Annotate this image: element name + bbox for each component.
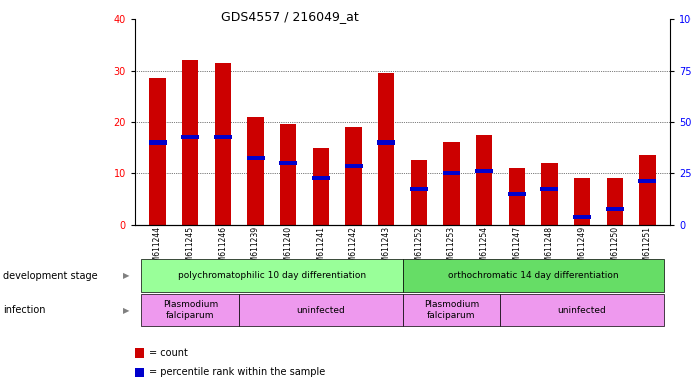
Text: = percentile rank within the sample: = percentile rank within the sample (149, 367, 325, 377)
Bar (279, 161, 297, 165)
Text: uninfected: uninfected (558, 306, 607, 314)
Text: uninfected: uninfected (296, 306, 346, 314)
Bar (476, 135, 492, 225)
Bar (639, 155, 656, 225)
Bar (509, 168, 525, 225)
Text: Plasmodium
falciparum: Plasmodium falciparum (424, 300, 479, 320)
Bar (574, 179, 590, 225)
Bar (345, 164, 363, 168)
Text: = count: = count (149, 348, 188, 358)
Bar (313, 147, 329, 225)
Bar (475, 169, 493, 173)
Bar (410, 187, 428, 191)
Bar (638, 179, 656, 183)
Text: orthochromatic 14 day differentiation: orthochromatic 14 day differentiation (448, 271, 618, 280)
Bar (247, 156, 265, 160)
Bar (444, 142, 460, 225)
Bar (280, 124, 296, 225)
Bar (149, 78, 166, 225)
Bar (573, 215, 591, 219)
Bar (410, 161, 427, 225)
Bar (214, 135, 232, 139)
Bar (607, 179, 623, 225)
Text: Plasmodium
falciparum: Plasmodium falciparum (162, 300, 218, 320)
Bar (606, 207, 624, 211)
Bar (312, 176, 330, 180)
Text: GDS4557 / 216049_at: GDS4557 / 216049_at (221, 10, 359, 23)
Bar (215, 63, 231, 225)
Text: polychromatophilic 10 day differentiation: polychromatophilic 10 day differentiatio… (178, 271, 366, 280)
Text: infection: infection (3, 305, 46, 315)
Text: ▶: ▶ (123, 271, 129, 280)
Text: development stage: development stage (3, 270, 98, 281)
Bar (540, 187, 558, 191)
Bar (181, 135, 199, 139)
Bar (378, 73, 395, 225)
Bar (182, 60, 198, 225)
Bar (346, 127, 361, 225)
Bar (442, 171, 460, 175)
Text: ▶: ▶ (123, 306, 129, 314)
Bar (508, 192, 526, 196)
Bar (247, 117, 264, 225)
Bar (541, 163, 558, 225)
Bar (149, 141, 167, 144)
Bar (377, 141, 395, 144)
